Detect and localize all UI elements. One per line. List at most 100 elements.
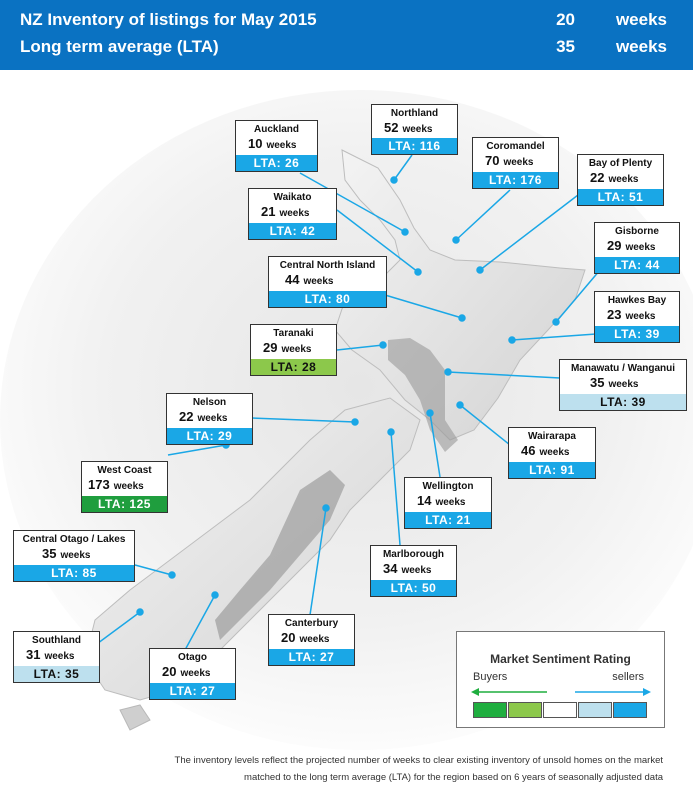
region-weeks-unit: weeks (608, 379, 639, 390)
region-name: Coromandel (486, 141, 545, 152)
region-box-coromandel: Coromandel 70 weeks LTA: 176 (472, 137, 559, 189)
nz-map (0, 90, 693, 750)
region-box-manawatu-wanganui: Manawatu / Wanganui 35 weeks LTA: 39 (559, 359, 687, 411)
legend-sellers-label: sellers (612, 671, 644, 683)
region-weeks: 29 weeks (251, 340, 336, 355)
stewart-island-shape (119, 704, 151, 731)
region-name: Hawkes Bay (607, 295, 667, 306)
region-lta: LTA: 39 (560, 394, 686, 410)
region-weeks-unit: weeks (281, 344, 312, 355)
north-island-cliff (388, 338, 458, 452)
region-weeks-value: 34 (383, 561, 398, 576)
current-weeks-unit: weeks (615, 10, 667, 29)
page-title: NZ Inventory of listings for May 2015 (20, 10, 317, 29)
region-weeks-value: 23 (607, 307, 622, 322)
region-weeks: 10 weeks (236, 136, 317, 151)
region-name: Wellington (422, 481, 474, 492)
region-weeks-value: 14 (417, 493, 432, 508)
region-name: Central North Island (279, 260, 376, 271)
region-box-wairarapa: Wairarapa 46 weeks LTA: 91 (508, 427, 596, 479)
region-name: Waikato (273, 192, 312, 203)
region-weeks: 44 weeks (269, 272, 386, 287)
region-weeks-unit: weeks (503, 157, 534, 168)
region-weeks: 35 weeks (14, 546, 134, 561)
region-lta: LTA: 176 (473, 172, 558, 188)
region-lta: LTA: 125 (82, 496, 167, 512)
region-name: Taranaki (273, 328, 314, 339)
region-weeks: 23 weeks (595, 307, 679, 322)
left-arrow-icon (471, 688, 547, 696)
region-weeks-value: 35 (590, 375, 605, 390)
region-box-hawkes-bay: Hawkes Bay 23 weeks LTA: 39 (594, 291, 680, 343)
region-lta: LTA: 27 (150, 683, 235, 699)
region-name: West Coast (97, 465, 152, 476)
region-weeks-unit: weeks (303, 276, 334, 287)
region-lta: LTA: 116 (372, 138, 457, 154)
lta-label: Long term average (LTA) (20, 37, 219, 56)
region-weeks: 173 weeks (82, 477, 167, 492)
market-sentiment-legend: Market Sentiment Rating Buyers sellers (456, 631, 665, 728)
legend-swatch-sellers (578, 702, 612, 718)
region-lta: LTA: 29 (167, 428, 252, 444)
region-weeks: 35 weeks (560, 375, 686, 390)
right-arrow-icon (575, 688, 651, 696)
region-box-gisborne: Gisborne 29 weeks LTA: 44 (594, 222, 680, 274)
region-box-auckland: Auckland 10 weeks LTA: 26 (235, 120, 318, 172)
region-weeks: 70 weeks (473, 153, 558, 168)
region-weeks: 29 weeks (595, 238, 679, 253)
region-weeks-unit: weeks (402, 124, 433, 135)
region-weeks-unit: weeks (180, 668, 211, 679)
region-weeks: 22 weeks (167, 409, 252, 424)
region-lta: LTA: 28 (251, 359, 336, 375)
header-title-row: NZ Inventory of listings for May 2015 20… (20, 10, 667, 34)
region-weeks-value: 173 (88, 477, 110, 492)
region-lta: LTA: 80 (269, 291, 386, 307)
legend-buyers-label: Buyers (473, 671, 508, 683)
region-box-taranaki: Taranaki 29 weeks LTA: 28 (250, 324, 337, 376)
region-weeks: 46 weeks (509, 443, 595, 458)
region-lta: LTA: 21 (405, 512, 491, 528)
region-name: Otago (178, 652, 207, 663)
region-weeks-unit: weeks (625, 311, 656, 322)
region-weeks: 20 weeks (150, 664, 235, 679)
region-lta: LTA: 91 (509, 462, 595, 478)
region-weeks-value: 20 (162, 664, 177, 679)
footnote-line-1: The inventory levels reflect the project… (174, 755, 663, 766)
region-lta: LTA: 35 (14, 666, 99, 682)
region-weeks-value: 22 (179, 409, 194, 424)
region-weeks: 14 weeks (405, 493, 491, 508)
region-box-marlborough: Marlborough 34 weeks LTA: 50 (370, 545, 457, 597)
region-weeks-unit: weeks (401, 565, 432, 576)
region-weeks-value: 44 (285, 272, 300, 287)
region-lta: LTA: 42 (249, 223, 336, 239)
region-box-nelson: Nelson 22 weeks LTA: 29 (166, 393, 253, 445)
region-weeks-value: 29 (607, 238, 622, 253)
region-weeks-value: 52 (384, 120, 399, 135)
region-weeks-unit: weeks (539, 447, 570, 458)
region-name: Northland (390, 108, 439, 119)
region-box-central-north-island: Central North Island 44 weeks LTA: 80 (268, 256, 387, 308)
region-weeks-unit: weeks (299, 634, 330, 645)
region-box-bay-of-plenty: Bay of Plenty 22 weeks LTA: 51 (577, 154, 664, 206)
region-name: Canterbury (284, 618, 339, 629)
region-weeks-unit: weeks (113, 481, 144, 492)
legend-swatch-buyers (508, 702, 542, 718)
region-weeks: 52 weeks (372, 120, 457, 135)
region-name: Marlborough (382, 549, 445, 560)
lta-weeks-unit: weeks (615, 37, 667, 56)
region-name: Southland (32, 635, 81, 646)
region-lta: LTA: 44 (595, 257, 679, 273)
region-weeks: 20 weeks (269, 630, 354, 645)
region-weeks-value: 10 (248, 136, 263, 151)
region-weeks-unit: weeks (279, 208, 310, 219)
legend-swatch-strong-sellers (613, 702, 647, 718)
region-name: Bay of Plenty (588, 158, 653, 169)
region-name: Central Otago / Lakes (22, 534, 126, 545)
region-name: Wairarapa (528, 431, 576, 442)
region-weeks: 21 weeks (249, 204, 336, 219)
region-weeks-unit: weeks (266, 140, 297, 151)
region-weeks-value: 21 (261, 204, 276, 219)
region-weeks-unit: weeks (608, 174, 639, 185)
region-name: Gisborne (615, 226, 659, 237)
legend-title: Market Sentiment Rating (490, 652, 631, 666)
